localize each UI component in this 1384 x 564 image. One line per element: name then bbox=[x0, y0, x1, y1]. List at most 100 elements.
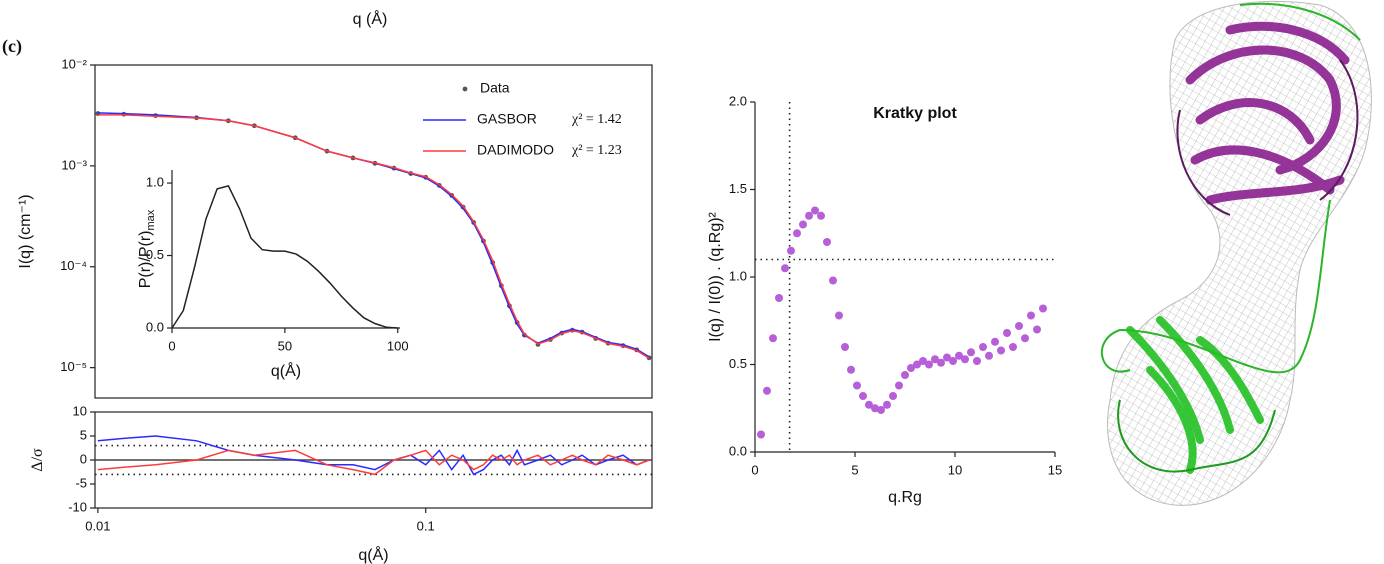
scatter-point bbox=[919, 357, 927, 365]
y-tick-label: 10⁻² bbox=[61, 56, 87, 71]
legend-label: Data bbox=[480, 80, 510, 96]
y-tick-label: -5 bbox=[75, 475, 87, 490]
scatter-point bbox=[1015, 322, 1023, 330]
y-tick-label: 1.0 bbox=[146, 174, 164, 189]
scatter-point bbox=[787, 246, 795, 255]
scatter-point bbox=[871, 404, 879, 413]
legend-label: GASBOR bbox=[477, 111, 537, 127]
scatter-point bbox=[1039, 304, 1047, 313]
scatter-point bbox=[1033, 325, 1041, 334]
panel-label: (c) bbox=[2, 36, 22, 57]
series-line bbox=[97, 435, 650, 476]
y-tick-label: -10 bbox=[68, 499, 87, 514]
y-axis-label: I(q) (cm⁻¹) bbox=[17, 194, 34, 268]
scatter-point bbox=[931, 355, 939, 364]
scatter-point bbox=[991, 337, 999, 346]
x-tick-label: 5 bbox=[851, 462, 858, 477]
scatter-point bbox=[1027, 311, 1035, 320]
y-tick-label: 1.0 bbox=[729, 268, 747, 283]
scatter-point bbox=[1003, 329, 1011, 337]
x-tick-label: 100 bbox=[387, 338, 409, 353]
scatter-point bbox=[907, 364, 915, 372]
x-tick-label: 0.01 bbox=[85, 518, 110, 533]
x-axis-label: q(Å) bbox=[358, 545, 388, 564]
scatter-point bbox=[763, 386, 771, 395]
scatter-point bbox=[835, 311, 843, 320]
scatter-point bbox=[817, 211, 825, 220]
series-line bbox=[97, 449, 650, 476]
scatter-point bbox=[997, 346, 1005, 355]
y-axis-label: Δ/σ bbox=[29, 448, 46, 472]
y-axis-label-text: I(q) / I(0)) . (q.Rg)² bbox=[707, 211, 724, 341]
legend-marker bbox=[462, 86, 468, 92]
fit-annotation: χ² = 1.42 bbox=[571, 112, 622, 127]
protein-structure bbox=[1101, 0, 1372, 506]
y-tick-label: 0.5 bbox=[146, 247, 164, 262]
series-line bbox=[97, 112, 650, 358]
x-tick-label: 50 bbox=[278, 338, 292, 353]
scatter-point bbox=[1009, 343, 1017, 351]
scatter-point bbox=[841, 343, 849, 351]
chart-title: Kratky plot bbox=[873, 105, 957, 122]
x-tick-label: 15 bbox=[1048, 462, 1062, 477]
scatter-point bbox=[937, 358, 945, 367]
series-line bbox=[171, 185, 398, 329]
scatter-point bbox=[943, 353, 951, 362]
scatter-point bbox=[823, 238, 831, 246]
x-tick-label: 0.1 bbox=[417, 518, 435, 533]
scatter-point bbox=[967, 348, 975, 357]
y-axis-label-text: P(r)/P(r) bbox=[137, 231, 154, 289]
x-tick-label: 10 bbox=[948, 462, 962, 477]
scatter-point bbox=[985, 351, 993, 360]
y-axis-label: I(q) / I(0)) . (q.Rg)² bbox=[707, 211, 724, 341]
scatter-point bbox=[799, 220, 807, 229]
series-line bbox=[97, 114, 650, 359]
fit-annotation: χ² = 1.23 bbox=[571, 143, 622, 158]
y-tick-label: 0 bbox=[80, 451, 87, 466]
scatter-point bbox=[829, 276, 837, 285]
scatter-point bbox=[757, 430, 765, 439]
y-tick-label: 10⁻⁴ bbox=[60, 258, 87, 273]
scatter-point bbox=[775, 294, 783, 302]
scatter-point bbox=[955, 351, 963, 360]
scatter-point bbox=[769, 334, 777, 343]
scatter-point bbox=[859, 392, 867, 400]
scatter-point bbox=[805, 211, 813, 220]
scatter-point bbox=[901, 371, 909, 379]
scatter-point bbox=[895, 381, 903, 390]
y-tick-label: 10⁻³ bbox=[61, 157, 87, 172]
x-tick-label: 0 bbox=[751, 462, 758, 477]
y-tick-label: 5 bbox=[80, 427, 87, 442]
scatter-point bbox=[865, 400, 873, 409]
scatter-point bbox=[793, 229, 801, 238]
y-tick-label: 0.0 bbox=[146, 319, 164, 334]
y-tick-label: 1.5 bbox=[729, 181, 747, 196]
legend-label: DADIMODO bbox=[477, 142, 554, 158]
x-tick-label: 0 bbox=[168, 338, 175, 353]
scatter-point bbox=[877, 406, 885, 414]
scatter-point bbox=[811, 206, 819, 215]
x-axis-label: q.Rg bbox=[888, 489, 922, 506]
y-axis-label-text: Δ/σ bbox=[29, 448, 46, 472]
scatter-point bbox=[979, 343, 987, 351]
scatter-point bbox=[889, 392, 897, 400]
scatter-point bbox=[973, 357, 981, 365]
cropped-axis-label: q (Å) bbox=[353, 9, 388, 28]
y-tick-label: 0.5 bbox=[729, 356, 747, 371]
scatter-point bbox=[847, 365, 855, 374]
scatter-point bbox=[925, 360, 933, 369]
scatter-point bbox=[949, 357, 957, 365]
y-axis-label: P(r)/P(r)max bbox=[137, 209, 157, 288]
scatter-point bbox=[961, 355, 969, 364]
y-tick-label: 10 bbox=[73, 403, 87, 418]
y-axis-label-subscript: max bbox=[145, 209, 157, 230]
plot-frame bbox=[94, 64, 653, 399]
scatter-point bbox=[853, 381, 861, 390]
y-tick-label: 10⁻⁵ bbox=[60, 359, 87, 374]
scatter-point bbox=[1021, 334, 1029, 343]
y-tick-label: 0.0 bbox=[729, 443, 747, 458]
y-axis-label-text: I(q) (cm⁻¹) bbox=[17, 194, 34, 268]
scatter-point bbox=[781, 264, 789, 273]
scatter-point bbox=[913, 360, 921, 369]
